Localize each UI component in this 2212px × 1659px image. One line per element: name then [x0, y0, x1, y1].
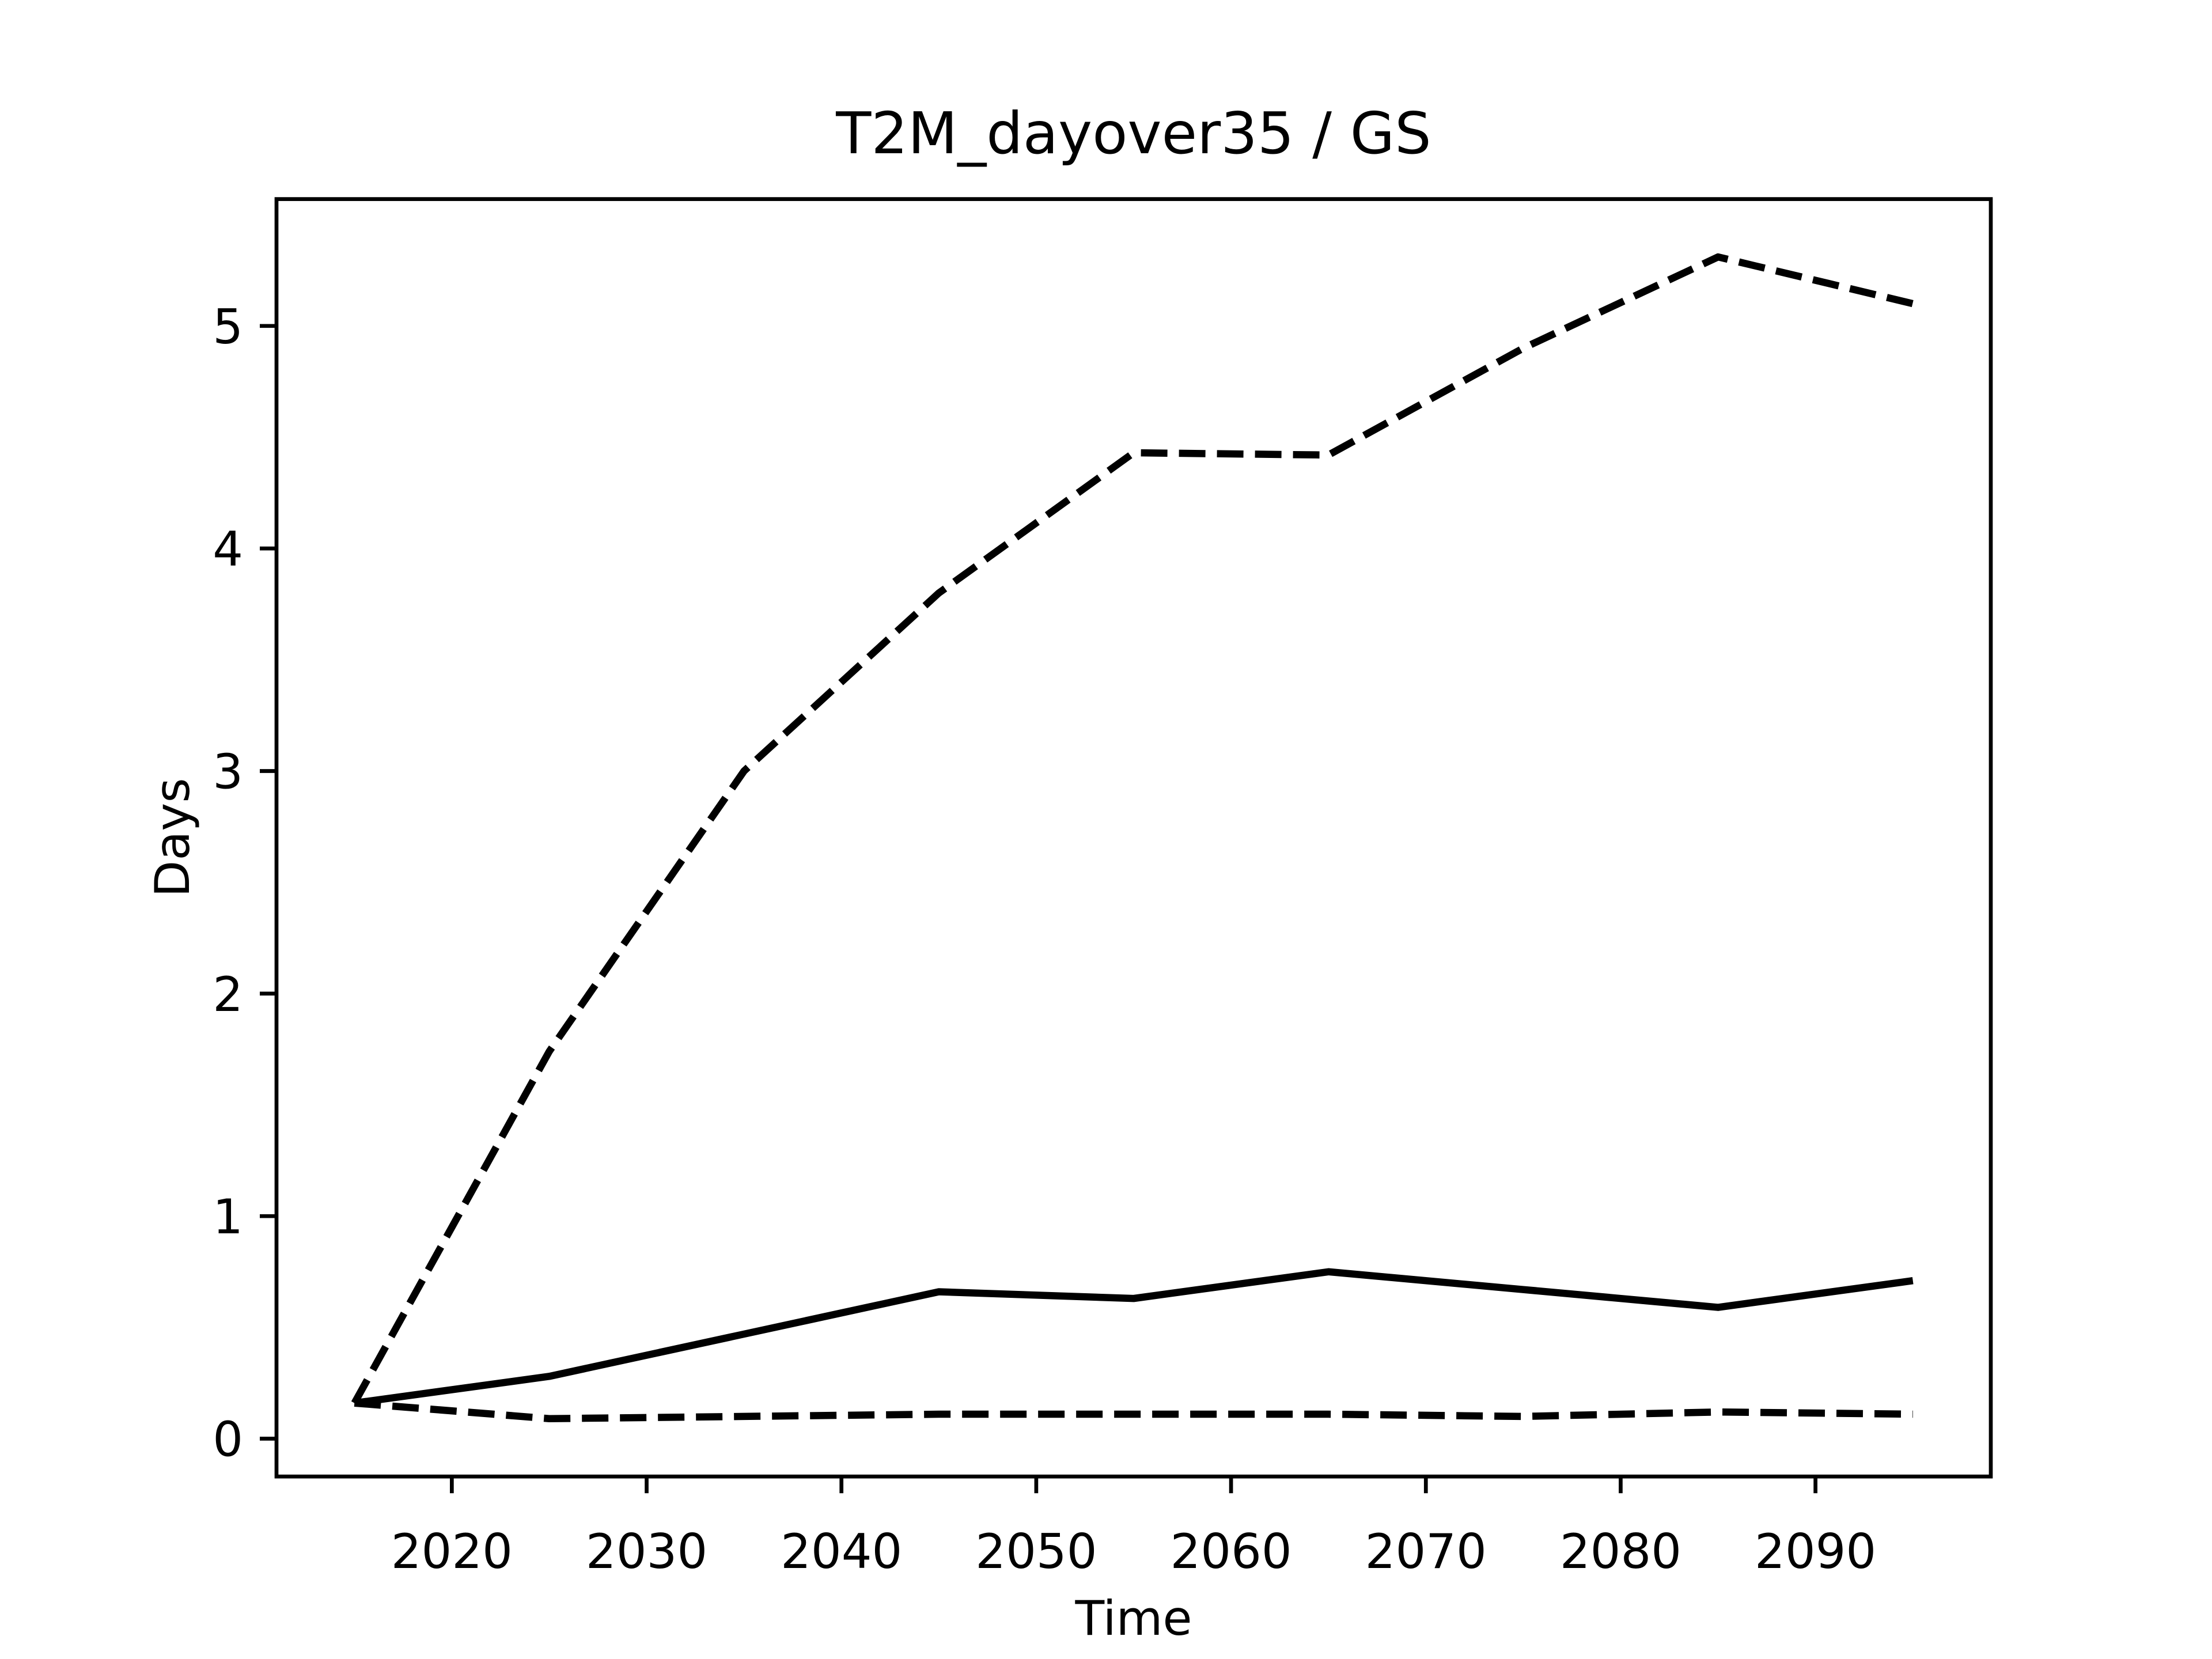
y-tick-label: 0 — [213, 1412, 243, 1468]
x-tick-label: 2050 — [975, 1524, 1097, 1580]
x-tick-label: 2080 — [1560, 1524, 1681, 1580]
x-tick-label: 2060 — [1170, 1524, 1291, 1580]
plot-frame — [274, 197, 1993, 1479]
data-line — [354, 1399, 1913, 1422]
x-tick-label: 2070 — [1365, 1524, 1487, 1580]
y-tick-label: 3 — [213, 744, 243, 800]
data-line — [351, 253, 1914, 1405]
x-tick-label: 2090 — [1755, 1524, 1876, 1580]
y-axis-label: Days — [145, 778, 200, 897]
x-tick-label: 2030 — [586, 1524, 707, 1580]
y-tick-label: 2 — [213, 967, 243, 1022]
data-line — [354, 1268, 1914, 1407]
chart-title: T2M_dayover35 / GS — [835, 100, 1431, 167]
y-tick-label: 5 — [213, 299, 243, 355]
x-tick-label: 2040 — [781, 1524, 902, 1580]
y-tick-label: 4 — [213, 521, 243, 577]
x-axis-label: Time — [1074, 1590, 1192, 1646]
x-tick-label: 2020 — [391, 1524, 513, 1580]
y-tick-label: 1 — [213, 1189, 243, 1245]
